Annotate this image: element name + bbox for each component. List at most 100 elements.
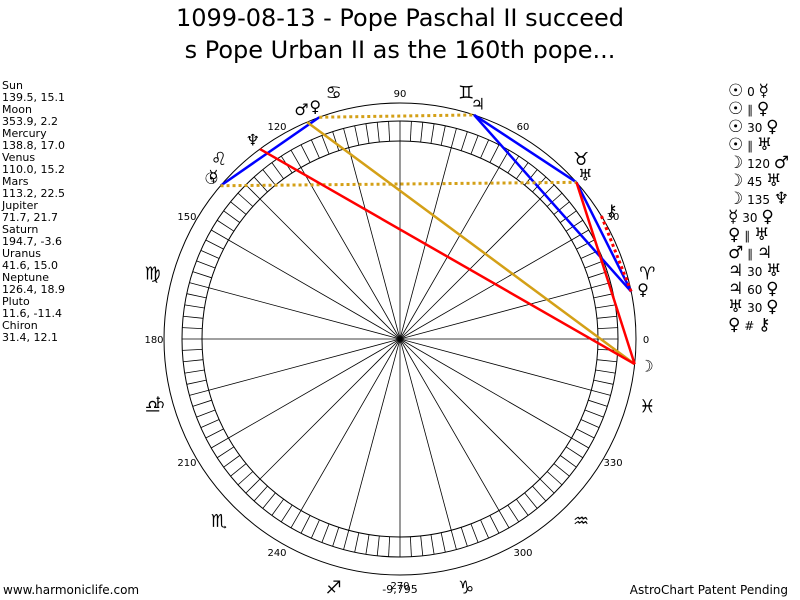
aspect-value: 30 <box>743 301 767 315</box>
planet-position-list: Sun 139.5, 15.1 Moon 353.9, 2.2 Mercury 138.8… <box>2 80 82 344</box>
planet-values: 194.7, -3.6 <box>2 235 62 248</box>
planet-name: Sun <box>2 79 23 92</box>
degree-tick <box>584 409 604 418</box>
aspect-value: ∥ <box>740 229 755 243</box>
degree-tick <box>230 201 247 215</box>
degree-tick <box>595 369 616 374</box>
degree-tick <box>580 419 600 429</box>
aspect-row: ☉ ∥ ♀ <box>728 100 800 118</box>
degree-tick <box>559 455 577 468</box>
degree-tick <box>524 492 538 509</box>
degree-tick <box>576 428 595 439</box>
degree-tick <box>245 478 261 494</box>
spoke-line <box>208 287 401 340</box>
degree-tick <box>300 515 311 534</box>
venus-icon: ♀ <box>766 117 779 137</box>
degree-tick <box>480 139 490 159</box>
degree-tick <box>192 399 212 407</box>
degree-label: 150 <box>177 212 196 223</box>
degree-tick <box>253 485 268 502</box>
planet-values: 41.6, 15.0 <box>2 259 58 272</box>
degree-label: 30 <box>607 212 620 223</box>
spoke-line <box>348 338 401 531</box>
aspect-value: 0 <box>743 85 759 99</box>
uranus-icon: ♅ <box>766 261 782 281</box>
gemini-icon: ♊ <box>458 83 474 104</box>
degree-tick <box>553 463 570 477</box>
venus-icon: ♀ <box>766 297 779 317</box>
aspect-value: 60 <box>743 283 767 297</box>
aspect-value: 120 <box>743 157 774 171</box>
degree-tick <box>576 239 595 250</box>
degree-tick <box>507 155 520 174</box>
jupiter-icon: ♃ <box>728 261 744 281</box>
planet-name: Pluto <box>2 295 30 308</box>
degree-tick <box>310 139 320 159</box>
spoke-line <box>399 338 572 439</box>
venus-icon: ♀ <box>309 97 321 116</box>
degree-tick <box>184 369 205 374</box>
degree-tick <box>321 523 330 543</box>
aspect-row: ☽ 45 ♅ <box>728 172 800 190</box>
degree-tick <box>186 379 207 385</box>
aspect-line <box>259 147 636 366</box>
spoke-line <box>300 338 401 511</box>
mars-icon: ♂ <box>773 153 790 173</box>
planet-values: 31.4, 12.1 <box>2 331 58 344</box>
degree-tick <box>470 523 479 543</box>
aspect-row: ☉ 30 ♀ <box>728 118 800 136</box>
degree-tick <box>184 304 205 309</box>
degree-tick <box>300 144 311 163</box>
degree-tick <box>460 131 468 151</box>
spoke-line <box>399 287 592 340</box>
degree-tick <box>354 532 360 553</box>
spoke-line <box>399 338 500 511</box>
planet-values: 139.5, 15.1 <box>2 91 65 104</box>
planet-values: 138.8, 17.0 <box>2 139 65 152</box>
mercury-icon: ☿ <box>728 207 739 227</box>
degree-tick <box>409 121 412 142</box>
spoke-line <box>399 338 452 531</box>
planet-name: Uranus <box>2 247 41 260</box>
footer-patent: AstroChart Patent Pending <box>629 583 788 597</box>
aspect-value: ∥ <box>743 247 757 261</box>
degree-tick <box>182 327 203 330</box>
degree-tick <box>216 219 235 232</box>
taurus-icon: ♉ <box>573 149 589 170</box>
jupiter-icon: ♃ <box>756 243 773 263</box>
degree-tick <box>480 519 490 539</box>
venus-icon: ♀ <box>766 279 779 299</box>
degree-tick <box>205 239 224 250</box>
degree-label: 90 <box>394 89 407 100</box>
planet-name: Neptune <box>2 271 50 284</box>
spoke-line <box>399 338 592 391</box>
aspect-row: ☉ ∥ ♅ <box>728 136 800 154</box>
aspect-row: ♃ 30 ♅ <box>728 262 800 280</box>
degree-tick <box>290 510 302 528</box>
footer-website: www.harmoniclife.com <box>3 583 140 597</box>
jupiter-icon: ♃ <box>728 279 744 299</box>
degree-tick <box>546 471 563 486</box>
planet-name: Mars <box>2 175 29 188</box>
degree-tick <box>196 409 216 418</box>
degree-tick <box>440 125 446 146</box>
scorpio-icon: ♏ <box>211 511 227 532</box>
aspect-value: 30 <box>738 211 762 225</box>
venus-icon: ♀ <box>756 99 770 119</box>
degree-tick <box>211 229 229 241</box>
planet-name: Saturn <box>2 223 39 236</box>
degree-tick <box>183 315 204 319</box>
chart-title-line-2: s Pope Urban II as the 160th pope... <box>184 36 616 64</box>
degree-tick <box>253 176 268 193</box>
moon-icon: ☽ <box>728 153 744 173</box>
mercury-icon: ☿ <box>208 167 218 186</box>
degree-tick <box>262 492 276 509</box>
moon-icon: ☽ <box>728 171 744 191</box>
degree-tick <box>584 260 604 269</box>
degree-tick <box>365 534 370 555</box>
degree-tick <box>200 249 220 259</box>
degree-tick <box>516 498 529 516</box>
aspect-value: # <box>740 319 759 333</box>
degree-tick <box>271 162 284 180</box>
venus-icon: ♀ <box>761 207 774 227</box>
